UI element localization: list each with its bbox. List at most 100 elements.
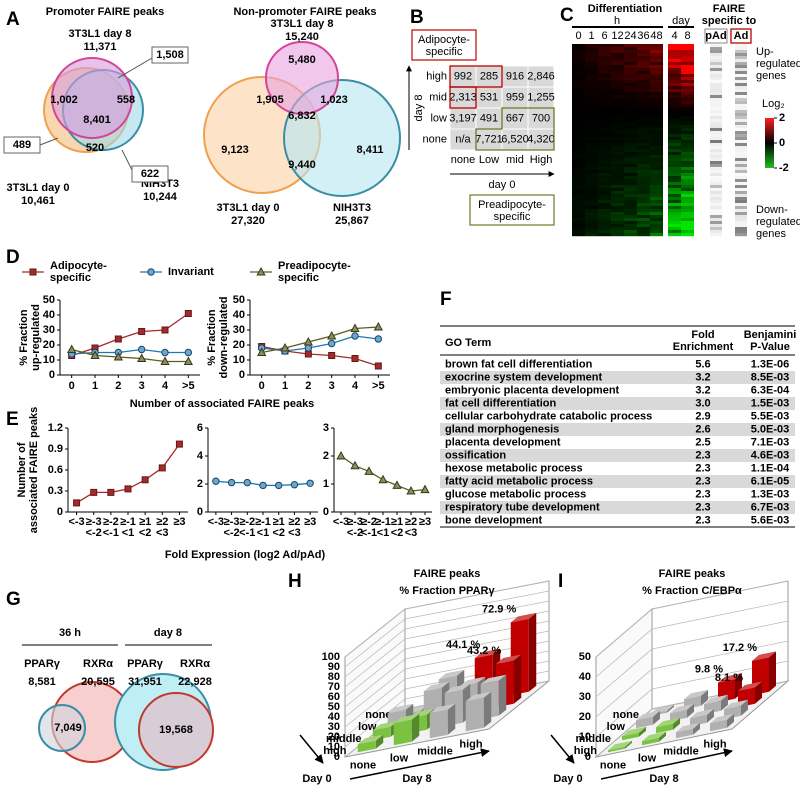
marker: [158, 464, 166, 472]
heatmap-cell: [668, 53, 681, 57]
grid-line: [344, 630, 550, 708]
heatmap-cell: [572, 149, 585, 153]
x-tick-label: 2: [305, 380, 311, 392]
heatmap-cell: [611, 98, 624, 102]
adipocyte-label-part: specific: [426, 46, 463, 58]
heatmap-cell: [585, 152, 598, 156]
x-tick-label: <2: [272, 527, 285, 539]
heatmap-cell: [637, 128, 650, 132]
region-count: 5,480: [288, 54, 316, 66]
series-line: [261, 326, 379, 354]
x-tick-label: <-3: [333, 516, 349, 528]
heatmap-cell: [572, 134, 585, 138]
heatmap-cell: [637, 122, 650, 126]
heatmap-cell: [668, 224, 681, 228]
heatmap-cell: [624, 206, 637, 210]
table-cell: 6.7E-03: [751, 501, 790, 513]
heatmap-cell: [668, 113, 681, 117]
cell-value: 285: [480, 70, 498, 82]
heatmap-cell: [681, 122, 694, 126]
heatmap-cell: [611, 134, 624, 138]
cell: [476, 108, 502, 129]
heatmap-cell: [585, 71, 598, 75]
heatmap-cell: [572, 203, 585, 207]
heatmap-cell: [572, 95, 585, 99]
heatmap-cell: [637, 224, 650, 228]
y-tick-label: 40: [43, 309, 55, 321]
heatmap-cell: [598, 194, 611, 198]
marker: [304, 344, 313, 352]
heatmap-cell: [585, 92, 598, 96]
heatmap-cell: [585, 185, 598, 189]
table-cell: 1.3E-03: [751, 488, 790, 500]
faire-cell: [735, 50, 747, 54]
heatmap-cell: [585, 80, 598, 84]
z-tick-label: 0: [334, 751, 340, 763]
x-tick-label: <-3: [68, 516, 84, 528]
heatmap-cell: [650, 134, 663, 138]
set-name: 3T3L1 day 0: [7, 182, 70, 194]
heatmap-cell: [681, 224, 694, 228]
bar-side: [687, 703, 694, 718]
heatmap-cell: [681, 131, 694, 135]
faire-cell: [735, 164, 747, 168]
heatmap-cell: [681, 80, 694, 84]
heatmap-cell: [668, 125, 681, 129]
table-cell: glucose metabolic process: [445, 488, 586, 500]
heatmap-cell: [598, 59, 611, 63]
marker: [124, 485, 132, 493]
y-tick-label: 3: [323, 422, 329, 434]
heatmap-cell: [668, 167, 681, 171]
heatmap-cell: [650, 173, 663, 177]
row-label: none: [613, 709, 639, 721]
x-tick-label: <-1: [239, 527, 255, 539]
table-cell: 6.1E-05: [751, 475, 790, 487]
heatmap-cell: [650, 113, 663, 117]
bar-side: [625, 740, 632, 749]
heatmap-cell: [681, 77, 694, 81]
heatmap-cell: [572, 209, 585, 213]
heatmap-cell: [598, 122, 611, 126]
bar-top: [704, 694, 728, 705]
heatmap-cell: [668, 131, 681, 135]
faire-cell: [710, 140, 722, 144]
heatmap-cell: [585, 206, 598, 210]
bar: [636, 716, 653, 729]
x-tick-label: ≥3: [304, 516, 316, 528]
row-label: none: [423, 133, 447, 145]
heatmap-cell: [624, 164, 637, 168]
heatmap-cell: [681, 209, 694, 213]
y-tick-label: 2: [197, 478, 203, 490]
cell-value: 700: [532, 112, 550, 124]
column-header: Enrichment: [673, 341, 734, 353]
heatmap-cell: [650, 185, 663, 189]
heatmap-cell: [681, 188, 694, 192]
marker: [227, 478, 236, 487]
overlap-count: 19,568: [159, 724, 193, 736]
bar-top: [622, 726, 646, 737]
x-tick-label: <2: [139, 527, 152, 539]
faire-cell: [735, 221, 747, 225]
heatmap-cell: [598, 131, 611, 135]
faire-cell: [710, 146, 722, 150]
heatmap-cell: [668, 86, 681, 90]
x-tick-label: ≥-2: [239, 516, 255, 528]
heatmap-cell: [624, 230, 637, 234]
faire-cell: [735, 176, 747, 180]
grid-line: [344, 620, 550, 698]
table-cell: 2.5: [695, 436, 710, 448]
heatmap-cell: [624, 95, 637, 99]
heatmap-cell: [585, 53, 598, 57]
heatmap-cell: [611, 44, 624, 48]
legend-label: Invariant: [168, 266, 214, 278]
heatmap-cell: [598, 65, 611, 69]
z-tick-label: 90: [328, 661, 340, 673]
heatmap-cell: [598, 50, 611, 54]
heatmap-cell: [681, 155, 694, 159]
region-count: 1,508: [156, 49, 184, 61]
faire-cell: [735, 74, 747, 78]
faire-cell: [710, 92, 722, 96]
bar-top: [474, 648, 501, 659]
faire-cell: [710, 215, 722, 219]
marker: [138, 328, 146, 335]
